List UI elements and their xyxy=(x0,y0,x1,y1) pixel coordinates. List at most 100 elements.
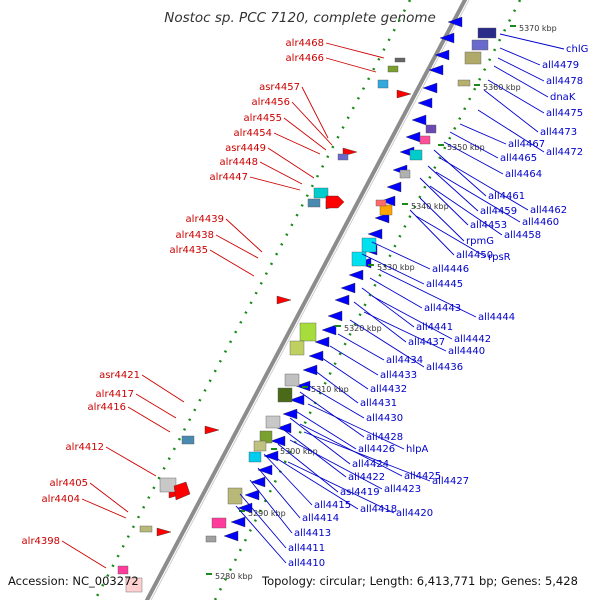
forward-label-leader xyxy=(283,117,327,151)
forward-label-leader xyxy=(61,540,107,569)
forward-gene-label: alr4416 xyxy=(88,402,126,413)
forward-gene-box xyxy=(313,187,329,199)
reverse-label-leader xyxy=(305,383,365,419)
kbp-tick-label: 5350 kbp xyxy=(447,143,485,152)
reverse-label-leader xyxy=(361,253,425,285)
reverse-gene-label: all4422 xyxy=(348,472,385,483)
reverse-gene-box xyxy=(299,322,317,342)
forward-label-leader xyxy=(89,482,129,513)
forward-gene-block xyxy=(173,481,191,501)
reverse-label-leader xyxy=(369,277,423,309)
reverse-gene-arrow xyxy=(367,228,383,240)
reverse-gene-label: all4440 xyxy=(448,346,485,357)
reverse-gene-label: all4433 xyxy=(380,370,417,381)
reverse-label-leader xyxy=(363,311,447,352)
reverse-gene-arrow xyxy=(263,450,279,462)
reverse-label-leader xyxy=(497,57,545,82)
forward-label-leader xyxy=(81,498,127,519)
reverse-gene-label: all4431 xyxy=(360,398,397,409)
reverse-gene-arrow xyxy=(439,32,455,44)
reverse-gene-box xyxy=(277,387,293,403)
forward-gene-label: alr4468 xyxy=(286,38,324,49)
forward-label-leader xyxy=(249,176,301,191)
reverse-gene-arrow xyxy=(257,464,273,476)
forward-gene-label: alr4412 xyxy=(66,442,104,453)
forward-gene-arrow xyxy=(276,295,292,305)
forward-gene-box xyxy=(159,477,177,493)
reverse-gene-label: all4427 xyxy=(432,476,469,487)
reverse-gene-box xyxy=(351,251,367,267)
reverse-gene-box xyxy=(289,340,305,356)
forward-gene-box xyxy=(377,79,389,89)
reverse-label-leader xyxy=(483,89,539,133)
reverse-gene-label: all4430 xyxy=(366,413,403,424)
kbp-tick-label: 5280 kbp xyxy=(215,572,253,581)
reverse-gene-label: all4475 xyxy=(546,108,583,119)
reverse-gene-label: all4410 xyxy=(288,558,325,569)
reverse-gene-label: all4442 xyxy=(454,334,491,345)
reverse-gene-arrow xyxy=(302,364,318,376)
forward-gene-arrow xyxy=(156,527,172,537)
reverse-gene-arrow xyxy=(422,82,438,94)
forward-label-leader xyxy=(325,57,377,73)
forward-label-leader xyxy=(209,249,255,277)
reverse-label-leader xyxy=(493,65,549,98)
reverse-gene-label: all4458 xyxy=(504,230,541,241)
reverse-gene-label: all4459 xyxy=(480,206,517,217)
reverse-label-leader xyxy=(349,319,425,368)
reverse-label-leader xyxy=(289,439,383,490)
reverse-gene-label: rpsR xyxy=(488,252,511,263)
forward-gene-label: alr4398 xyxy=(22,536,60,547)
reverse-gene-arrow xyxy=(321,324,337,336)
forward-gene-box xyxy=(117,565,129,575)
forward-gene-box xyxy=(181,435,195,445)
reverse-gene-label: asl4419 xyxy=(340,487,380,498)
reverse-gene-box xyxy=(409,149,423,161)
reverse-gene-label: all4418 xyxy=(360,504,397,515)
reverse-gene-label: all4424 xyxy=(352,459,389,470)
reverse-gene-arrow xyxy=(340,282,356,294)
reverse-gene-box xyxy=(419,135,431,145)
reverse-gene-label: all4441 xyxy=(416,322,453,333)
reverse-label-leader xyxy=(487,79,545,114)
reverse-gene-box xyxy=(464,51,482,65)
reverse-gene-label: all4445 xyxy=(426,279,463,290)
reverse-gene-arrow xyxy=(244,489,260,501)
reverse-gene-arrow xyxy=(282,408,298,420)
reverse-label-leader xyxy=(329,345,379,376)
reverse-label-leader xyxy=(275,457,359,510)
reverse-label-leader xyxy=(277,443,339,493)
forward-gene-box xyxy=(337,153,349,161)
forward-label-leader xyxy=(259,161,303,185)
forward-gene-arrow xyxy=(204,425,220,435)
reverse-gene-label: all4461 xyxy=(488,191,525,202)
reverse-label-leader xyxy=(499,33,565,50)
forward-gene-label: alr4435 xyxy=(170,245,208,256)
reverse-label-leader xyxy=(257,467,301,519)
reverse-gene-box xyxy=(284,373,300,387)
reverse-label-leader xyxy=(337,333,385,361)
reverse-label-leader xyxy=(303,431,431,482)
reverse-gene-arrow xyxy=(434,49,450,61)
kbp-tick-label: 5310 kbp xyxy=(311,385,349,394)
reverse-gene-box xyxy=(253,440,267,452)
reverse-label-leader xyxy=(371,241,431,270)
reverse-gene-arrow xyxy=(270,435,286,447)
reverse-gene-box xyxy=(425,124,437,134)
topology-text: Topology: circular; Length: 6,413,771 bp… xyxy=(262,574,578,588)
forward-gene-label: alr4438 xyxy=(176,230,214,241)
reverse-label-leader xyxy=(409,209,455,256)
reverse-gene-label: all4450 xyxy=(456,250,493,261)
reverse-label-leader xyxy=(353,301,407,343)
reverse-gene-label: all4428 xyxy=(366,432,403,443)
forward-gene-box xyxy=(387,65,399,73)
reverse-gene-label: hlpA xyxy=(406,444,428,455)
reverse-gene-label: chlG xyxy=(566,44,588,55)
forward-gene-label: alr4448 xyxy=(220,157,258,168)
reverse-label-leader xyxy=(379,269,477,318)
forward-label-leader xyxy=(325,42,385,59)
reverse-gene-label: all4460 xyxy=(522,217,559,228)
reverse-gene-label: all4473 xyxy=(540,127,577,138)
reverse-gene-arrow xyxy=(289,394,305,406)
